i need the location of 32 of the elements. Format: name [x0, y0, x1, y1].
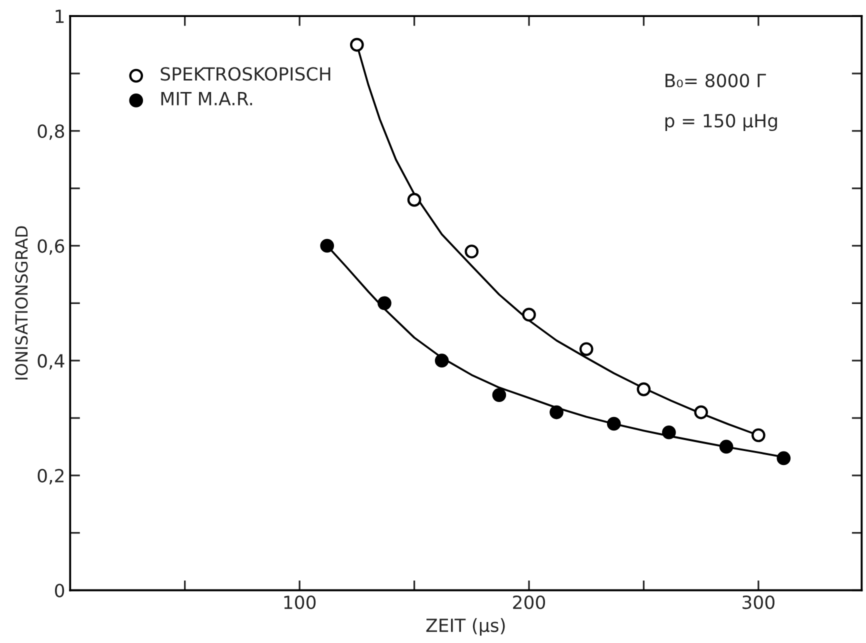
x-tick-label: 100 — [284, 595, 316, 610]
point — [719, 440, 734, 454]
point — [694, 405, 708, 420]
point — [662, 425, 676, 440]
point — [550, 405, 564, 420]
y-tick-label: 1 — [56, 10, 64, 23]
point — [579, 342, 594, 356]
point — [320, 238, 334, 253]
point — [776, 451, 791, 466]
y-tick-label: 0 — [54, 584, 64, 598]
point — [464, 244, 479, 258]
point — [378, 296, 392, 310]
point — [606, 416, 621, 431]
annotation: p = 150 μHg — [665, 114, 777, 132]
x-tick-label: 300 — [742, 595, 774, 610]
legend-label: MIT M.A.R. — [161, 92, 252, 106]
point — [350, 38, 364, 52]
legend-label: SPEKTROSKOPISCH — [160, 67, 330, 81]
annotation: B₀= 8000 Γ — [666, 74, 766, 88]
point — [636, 382, 651, 396]
y-tick-label: 0,4 — [38, 354, 64, 370]
point — [407, 192, 422, 207]
y-axis-title: IONISATIONSGRAD — [15, 226, 28, 380]
x-axis-title: ZEIT (μs) — [426, 618, 505, 636]
point — [522, 308, 536, 322]
point — [752, 428, 766, 442]
y-tick-label: 0,6 — [38, 239, 64, 255]
y-tick-label: 0,2 — [38, 468, 64, 484]
point — [492, 388, 506, 402]
point — [434, 354, 449, 368]
y-tick-label: 0,8 — [38, 124, 64, 140]
x-tick-label: 200 — [513, 595, 546, 610]
